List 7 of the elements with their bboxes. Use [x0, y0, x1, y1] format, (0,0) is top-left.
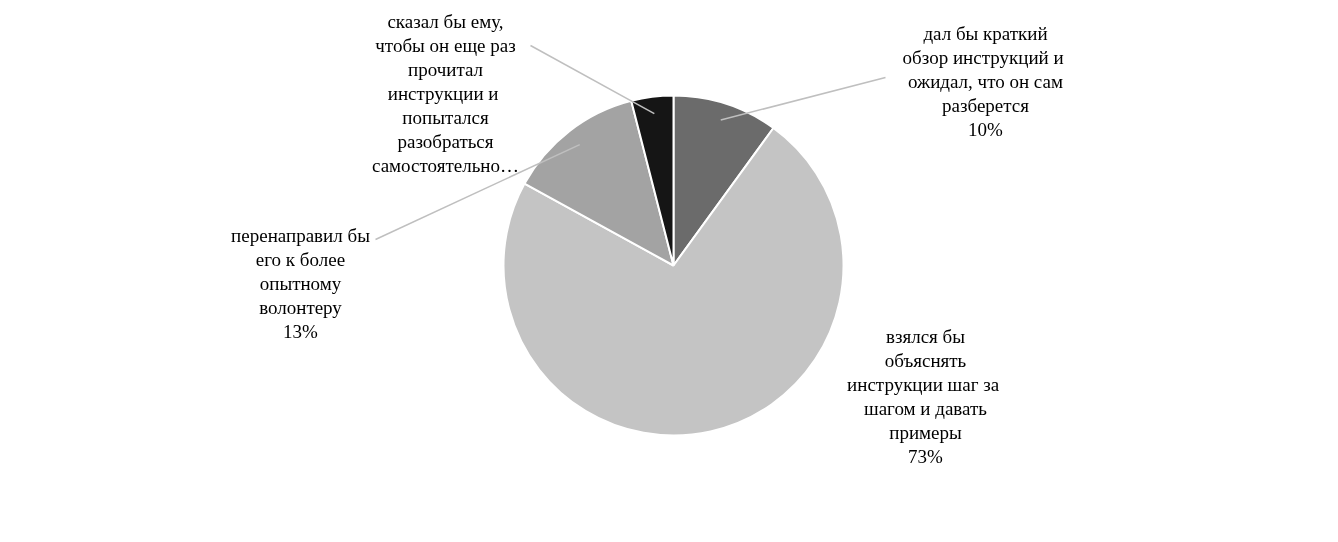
data-label: 13% — [283, 321, 319, 343]
slice-label: дал бы краткий обзор инструкций и ожидал, что он сам разберется — [902, 22, 1064, 116]
slice-label: перенаправил бы его к более опытному волонтеру — [231, 224, 371, 318]
data-label: 10% — [968, 119, 1004, 141]
slice-label: сказал бы ему, чтобы он еще раз прочитал инструкции и попытался разобраться самостоятельно… — [372, 10, 520, 177]
slice-label: взялся бы объяснять инструкции шаг за шагом и давать примеры — [847, 325, 1000, 444]
data-label: 73% — [908, 446, 944, 468]
